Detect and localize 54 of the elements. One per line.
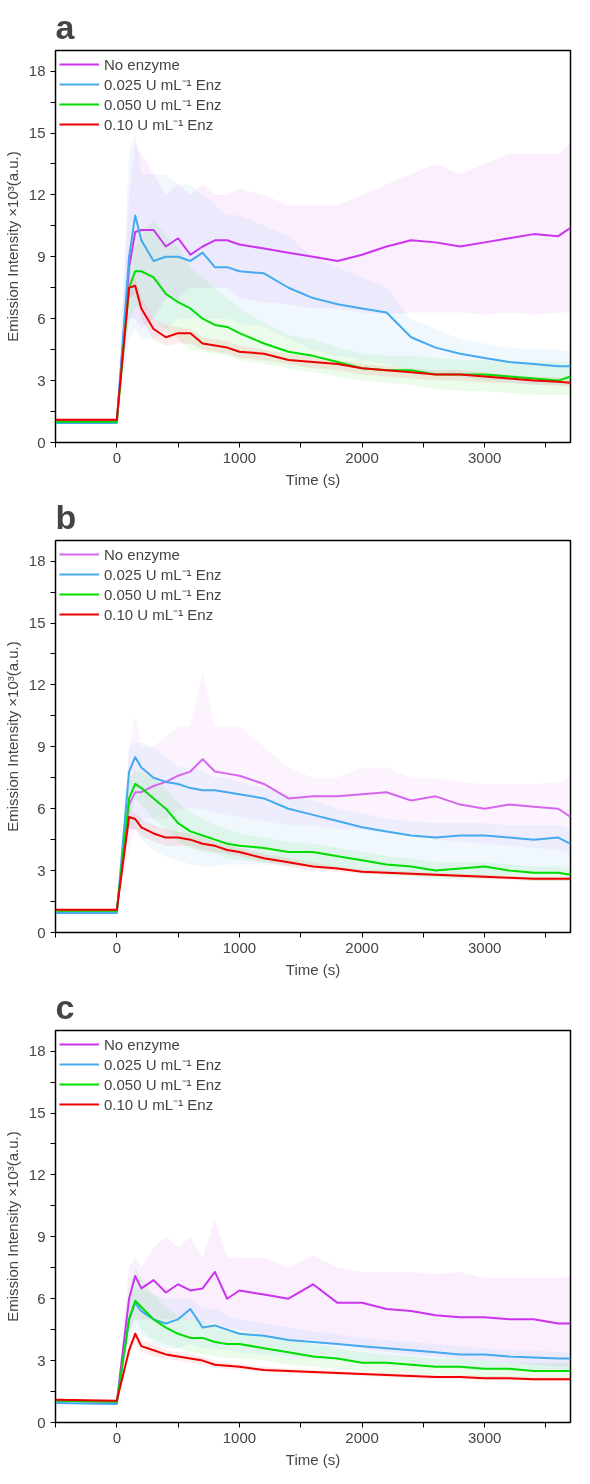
legend-label: No enzyme (104, 545, 180, 563)
y-axis-title: Emission Intensity ×10³(a.u.) (3, 151, 21, 342)
y-tick-label: 0 (37, 1413, 46, 1431)
legend-label: 0.025 U mL⁻¹ Enz (104, 565, 222, 584)
x-tick-label: 3000 (467, 1428, 502, 1446)
x-axis-title: Time (s) (285, 960, 341, 978)
legend-label: 0.10 U mL⁻¹ Enz (104, 115, 214, 134)
y-tick-label: 18 (28, 552, 46, 570)
y-tick-label: 12 (28, 675, 46, 693)
x-tick-label: 1000 (222, 448, 257, 466)
legend-label: 0.050 U mL⁻¹ Enz (104, 585, 222, 604)
legend-label: 0.025 U mL⁻¹ Enz (104, 1055, 222, 1074)
y-tick-label: 0 (37, 433, 46, 451)
legend-label: 0.050 U mL⁻¹ Enz (104, 1075, 222, 1094)
legend-label: No enzyme (104, 55, 180, 73)
y-tick-label: 15 (28, 614, 46, 632)
chart-title: c (55, 987, 75, 1026)
y-tick-label: 3 (37, 861, 46, 879)
y-axis-title: Emission Intensity ×10³(a.u.) (3, 1131, 21, 1322)
y-tick-label: 15 (28, 1104, 46, 1122)
legend-label: 0.10 U mL⁻¹ Enz (104, 605, 214, 624)
x-tick-label: 0 (112, 1428, 121, 1446)
legend-label: No enzyme (104, 1035, 180, 1053)
legend-label: 0.050 U mL⁻¹ Enz (104, 95, 222, 114)
y-tick-label: 6 (37, 1289, 46, 1307)
y-tick-label: 12 (28, 185, 46, 203)
chart-title: a (55, 7, 76, 46)
y-tick-label: 6 (37, 309, 46, 327)
chart-title: b (55, 497, 77, 536)
x-tick-label: 3000 (467, 448, 502, 466)
y-tick-label: 9 (37, 737, 46, 755)
y-tick-label: 3 (37, 371, 46, 389)
x-tick-label: 2000 (345, 448, 379, 466)
x-tick-label: 1000 (222, 1428, 257, 1446)
legend-label: 0.10 U mL⁻¹ Enz (104, 1095, 214, 1114)
y-axis-title: Emission Intensity ×10³(a.u.) (3, 641, 21, 832)
x-axis-title: Time (s) (285, 470, 341, 488)
y-tick-label: 9 (37, 247, 46, 265)
x-tick-label: 3000 (467, 938, 502, 956)
y-tick-label: 18 (28, 62, 46, 80)
x-tick-label: 1000 (222, 938, 257, 956)
x-tick-label: 2000 (345, 938, 379, 956)
y-tick-label: 12 (28, 1165, 46, 1183)
legend-label: 0.025 U mL⁻¹ Enz (104, 75, 222, 94)
x-tick-label: 0 (112, 448, 121, 466)
y-tick-label: 15 (28, 124, 46, 142)
y-tick-label: 9 (37, 1227, 46, 1245)
x-tick-label: 0 (112, 938, 121, 956)
y-tick-label: 18 (28, 1042, 46, 1060)
y-tick-label: 3 (37, 1351, 46, 1369)
x-tick-label: 2000 (345, 1428, 379, 1446)
y-tick-label: 6 (37, 799, 46, 817)
y-tick-label: 0 (37, 923, 46, 941)
x-axis-title: Time (s) (285, 1450, 341, 1468)
